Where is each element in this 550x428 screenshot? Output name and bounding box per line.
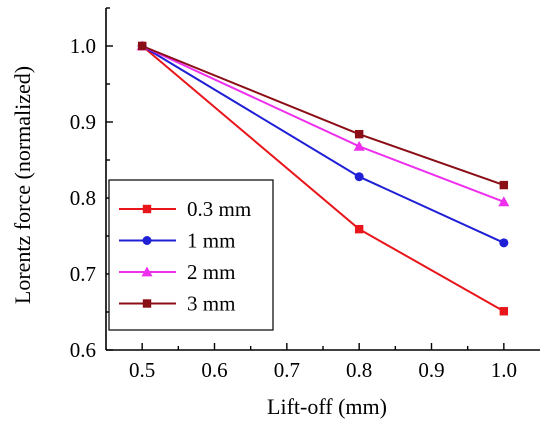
legend: 0.3 mm 1 mm 2 mm 3 mm	[108, 179, 274, 331]
y-tick-label: 1.0	[70, 34, 96, 58]
x-axis-title: Lift-off (mm)	[267, 394, 387, 419]
series-markers	[136, 40, 510, 316]
series-line-3	[141, 45, 505, 187]
y-axis-title: Lorentz force (normalized)	[10, 66, 35, 304]
data-point-0-2	[499, 307, 509, 316]
x-ticks: 0.5 0.6 0.7 0.8 0.9 1.0	[129, 343, 517, 382]
data-point-1-2	[499, 238, 509, 248]
series-line-2	[141, 45, 505, 203]
y-tick-label: 0.9	[70, 110, 96, 134]
data-point-0-1	[354, 224, 364, 234]
legend-marker-2	[141, 266, 153, 277]
data-point-3-1	[354, 129, 364, 139]
y-tick-label: 0.8	[70, 186, 96, 210]
legend-label-0: 0.3 mm	[187, 197, 251, 221]
x-tick-label: 0.7	[274, 358, 300, 382]
data-point-2-2	[498, 196, 510, 207]
data-point-1-1	[354, 172, 364, 182]
legend-label-3: 3 mm	[187, 292, 235, 316]
x-tick-label: 0.6	[201, 358, 227, 382]
y-tick-label: 0.6	[70, 338, 96, 362]
x-tick-label: 0.8	[346, 358, 372, 382]
legend-box	[108, 179, 274, 331]
x-tick-label: 0.5	[129, 358, 155, 382]
legend-marker-3	[142, 299, 152, 308]
x-tick-label: 1.0	[491, 358, 517, 382]
data-point-3-2	[499, 180, 509, 190]
legend-marker-1	[142, 236, 152, 245]
y-ticks: 0.6 0.7 0.8 0.9 1.0	[70, 7, 113, 362]
data-point-3-0	[137, 41, 147, 51]
legend-label-2: 2 mm	[187, 260, 235, 284]
legend-marker-0	[142, 204, 152, 214]
y-tick-label: 0.7	[70, 262, 96, 286]
data-point-2-1	[353, 140, 365, 151]
x-tick-label: 0.9	[418, 358, 444, 382]
legend-label-1: 1 mm	[187, 229, 235, 253]
